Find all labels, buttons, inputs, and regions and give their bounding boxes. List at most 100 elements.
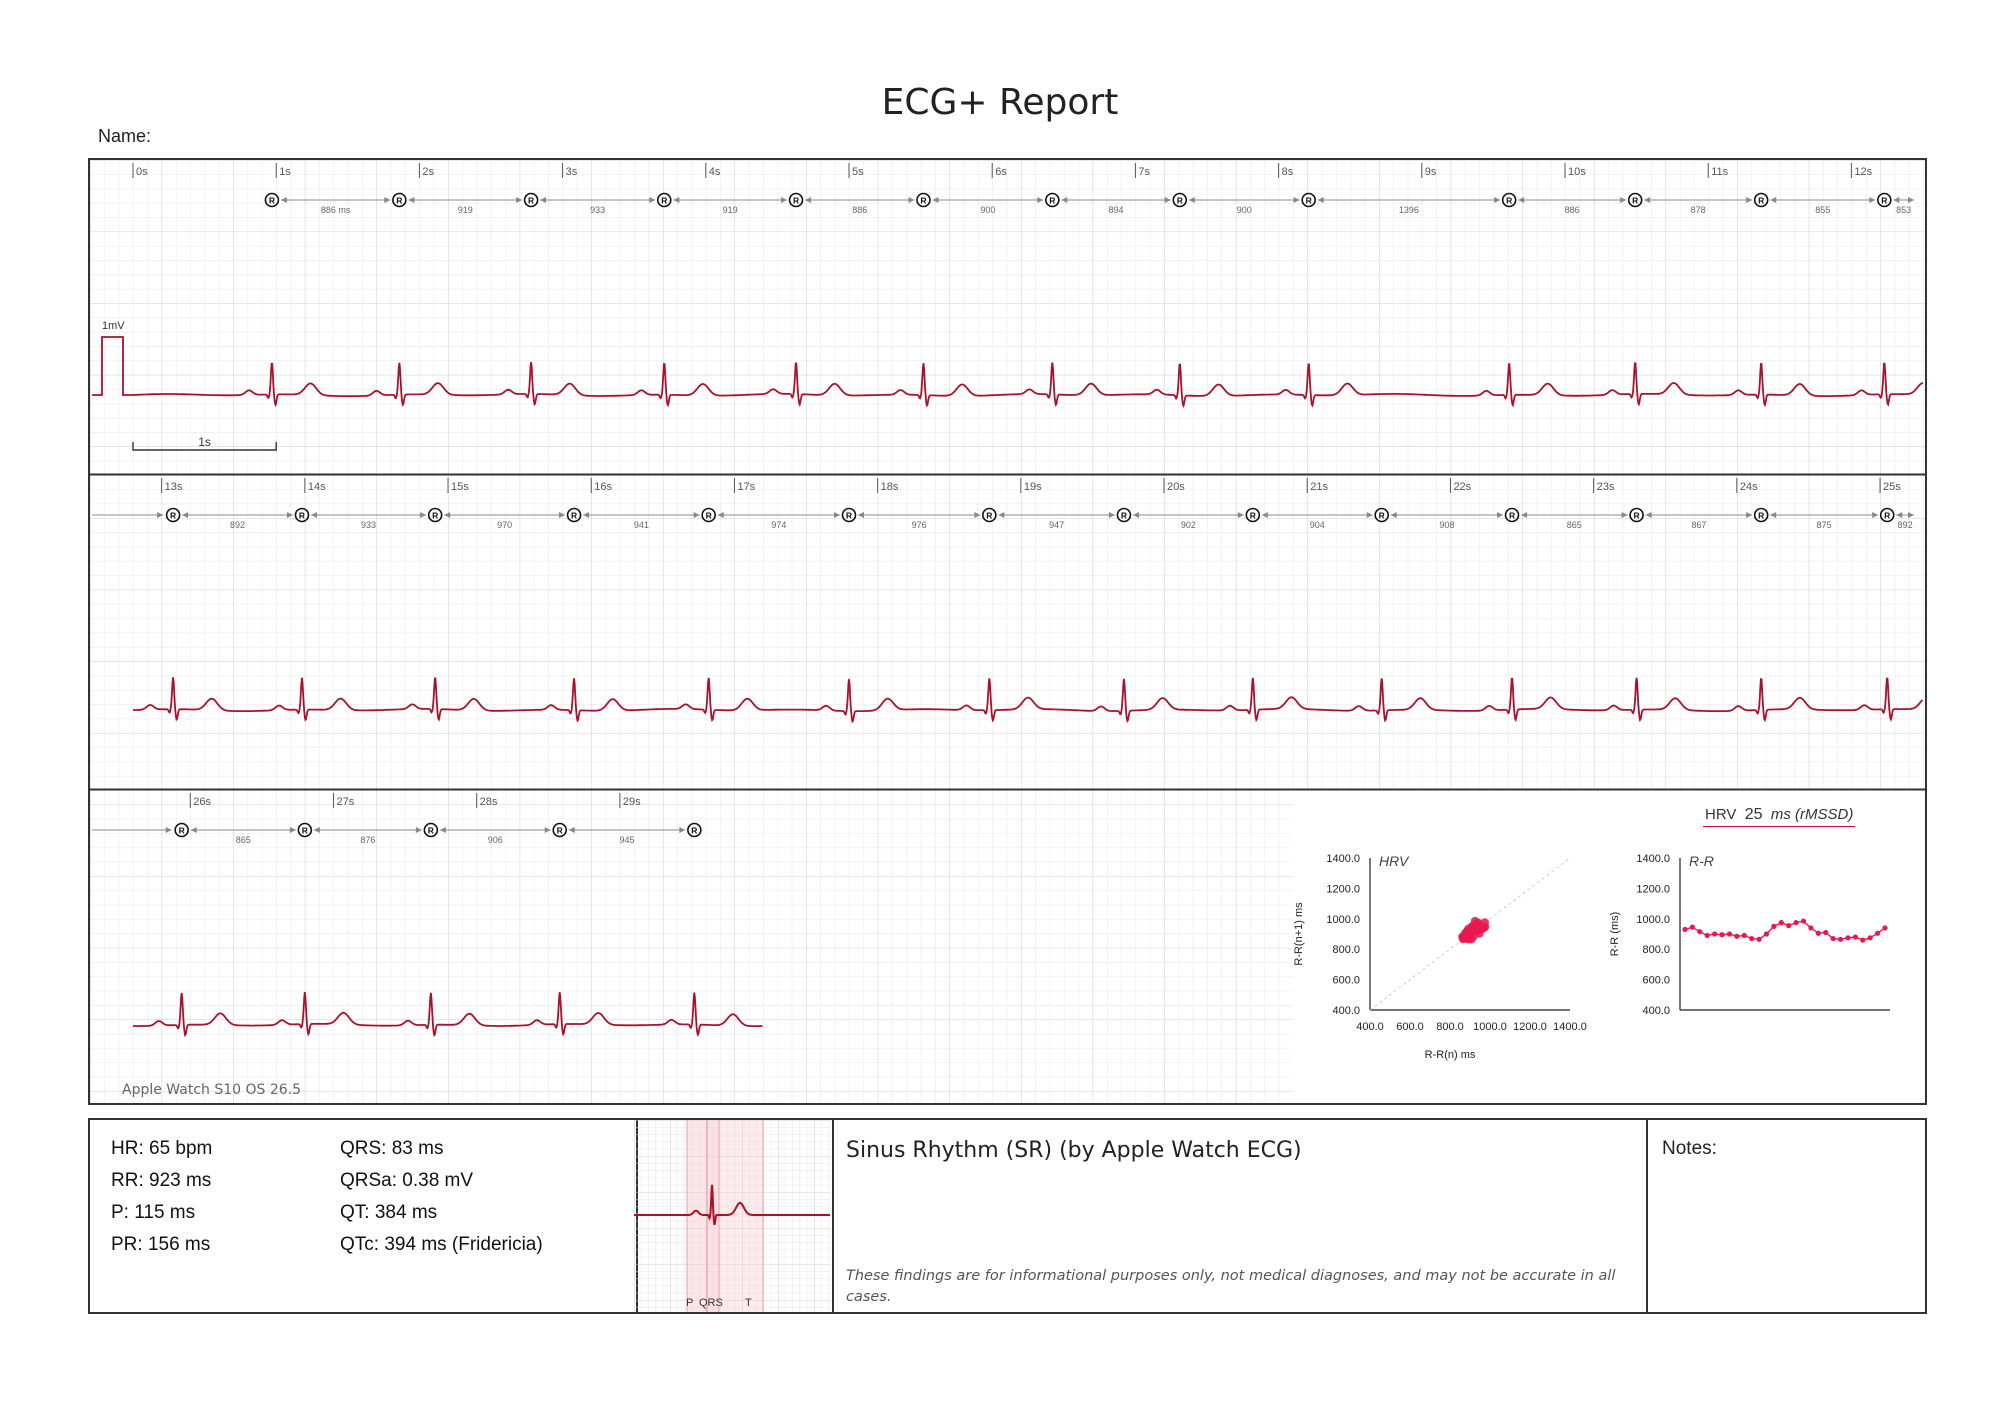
rr-arrow: [286, 512, 293, 518]
second-label: 28s: [480, 796, 498, 808]
second-label: 24s: [1740, 481, 1758, 493]
rr-interval-label: 902: [1181, 520, 1196, 530]
second-label: 6s: [995, 166, 1007, 178]
rr-interval-label: 919: [723, 205, 738, 215]
report-title: ECG+ Report: [881, 82, 1119, 123]
r-peak-marker: [687, 822, 702, 838]
r-peak-marker: [174, 822, 189, 838]
rr-point: [1749, 935, 1755, 942]
rr-arrow: [1620, 197, 1627, 203]
rr-point: [1756, 936, 1762, 942]
ecg-strip-2: 13s 14s 15s 16s 17s 18s 19s 20s 21s 22s 23s 24s 25s R…: [92, 478, 1924, 724]
r-peak-marker-label: R: [396, 196, 402, 206]
rr-y-tick: 400.0: [1642, 1005, 1670, 1017]
panel-divider: [832, 1120, 834, 1312]
r-peak-marker-label: R: [1632, 196, 1638, 206]
second-label: 7s: [1138, 166, 1150, 178]
rr-interval-label: 1396: [1399, 205, 1419, 215]
r-peak-marker: [1374, 507, 1390, 523]
rr-arrow: [540, 197, 547, 203]
rr-y-tick: 800.0: [1642, 944, 1670, 956]
rr-point: [1793, 920, 1799, 926]
rr-arrow: [310, 512, 317, 518]
rr-arrow: [1746, 197, 1753, 203]
hrv-y-tick: 800.0: [1332, 944, 1360, 956]
r-peak-marker-label: R: [1049, 196, 1055, 206]
rr-interval-label: 865: [236, 835, 251, 845]
rr-chart-title: R-R: [1689, 853, 1714, 869]
complex-label-t: T: [745, 1297, 752, 1309]
r-peak-marker: [1753, 507, 1769, 523]
r-peak-marker-label: R: [299, 511, 305, 521]
hrv-summary-underline: [1703, 826, 1855, 827]
rr-arrow: [805, 197, 812, 203]
complex-label-qrs: QRS: [699, 1297, 723, 1309]
rr-point: [1741, 932, 1747, 939]
scale-bar-label: 1s: [198, 435, 211, 449]
r-peak-marker-label: R: [920, 196, 926, 206]
rr-interval-label: 886: [1565, 205, 1580, 215]
rr-point: [1712, 931, 1718, 937]
rr-point: [1882, 925, 1888, 931]
rr-arrow: [1494, 197, 1501, 203]
rr-arrow: [1746, 512, 1753, 518]
second-label: 15s: [451, 481, 469, 493]
rr-arrow: [1132, 512, 1139, 518]
r-peak-marker-label: R: [428, 826, 434, 836]
second-label: 8s: [1282, 166, 1294, 178]
rr-y-tick: 1000.0: [1636, 914, 1670, 926]
rr-arrow: [1621, 512, 1628, 518]
second-label: 22s: [1453, 481, 1471, 493]
rr-arrow: [280, 197, 287, 203]
r-peak-marker: [552, 822, 568, 838]
rr-point: [1771, 923, 1777, 930]
r-peak-marker-label: R: [1758, 511, 1764, 521]
r-peak-marker-label: R: [1509, 511, 1515, 521]
hrv-summary-unit: ms (rMSSD): [1770, 806, 1854, 823]
rr-point: [1837, 936, 1844, 942]
rr-point: [1786, 923, 1792, 929]
r-peak-marker: [982, 507, 997, 523]
p-wave-band: [687, 1120, 708, 1312]
second-label: 2s: [422, 166, 434, 178]
hrv-x-tick: 1400.0: [1553, 1021, 1587, 1033]
rr-arrow: [516, 197, 523, 203]
r-peak-marker: [165, 507, 181, 523]
ecg-strip-1: 0s 1s 2s 3s 4s 5s 6s 7s 8s 9s 10s 11s 12s R 886 ms R 919…: [92, 163, 1923, 451]
rr-arrow: [679, 827, 686, 833]
r-peak-marker: [1629, 507, 1644, 523]
hrv-scatter-chart: 400.0 600.0 800.0 1000.0 1200.0 1400.0 400.0 60…: [1293, 853, 1587, 1061]
stat-p: P: 115 ms: [111, 1202, 196, 1223]
ecg-trace: [133, 991, 763, 1038]
rr-interval-label: 886 ms: [321, 205, 351, 215]
hrv-y-tick: 1400.0: [1326, 853, 1360, 865]
r-peak-marker-label: R: [1884, 511, 1890, 521]
rr-interval-label: 886: [852, 205, 867, 215]
rr-arrow: [439, 827, 446, 833]
rr-arrow: [1390, 512, 1397, 518]
rr-point: [1734, 933, 1740, 939]
r-peak-marker: [1501, 192, 1517, 208]
r-peak-marker: [1172, 192, 1188, 208]
r-peak-marker-label: R: [528, 196, 534, 206]
second-label: 26s: [193, 796, 211, 808]
rr-interval-label: 867: [1691, 520, 1706, 530]
r-peak-marker-label: R: [571, 511, 577, 521]
second-label: 4s: [709, 166, 721, 178]
r-peak-marker-label: R: [269, 196, 275, 206]
stat-qt: QT: 384 ms: [340, 1202, 438, 1223]
r-peak-marker: [1116, 507, 1132, 523]
rr-point: [1852, 934, 1858, 940]
rr-interval-label: 941: [634, 520, 649, 530]
rr-point: [1867, 935, 1873, 941]
ecg-strip-frame: 0s 1s 2s 3s 4s 5s 6s 7s 8s 9s 10s 11s 12s R 886 ms R 919…: [88, 158, 1927, 1105]
r-peak-marker-label: R: [706, 511, 712, 521]
hrv-x-tick: 400.0: [1356, 1021, 1384, 1033]
rr-interval-label: 875: [1817, 520, 1832, 530]
r-peak-marker: [1301, 192, 1316, 208]
second-label: 19s: [1024, 481, 1042, 493]
r-peak-marker-label: R: [1121, 511, 1127, 521]
hrv-summary: HRV 25 ms (rMSSD): [1705, 806, 1853, 824]
r-peak-marker-label: R: [170, 511, 176, 521]
rr-arrow: [289, 827, 296, 833]
